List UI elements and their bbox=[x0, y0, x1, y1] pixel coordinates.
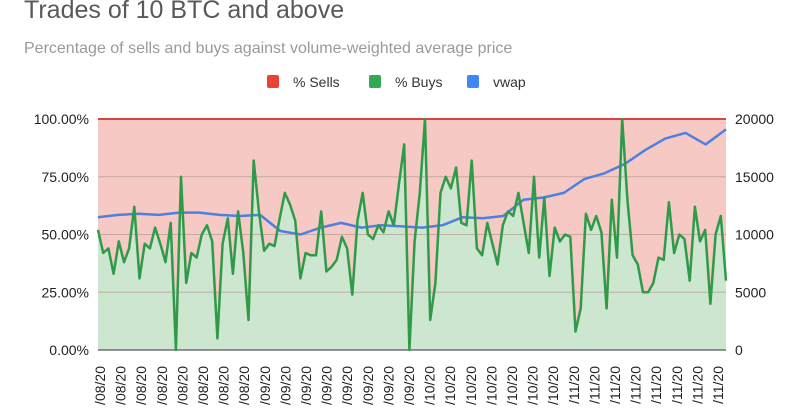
x-tick-label: /11/20 bbox=[689, 366, 705, 404]
x-tick-label: /08/20 bbox=[133, 366, 149, 405]
x-tick-label: /11/20 bbox=[628, 366, 644, 404]
x-tick-label: /09/20 bbox=[257, 366, 273, 405]
x-tick-label: /11/20 bbox=[669, 366, 685, 404]
x-tick-label: /10/20 bbox=[483, 366, 499, 405]
y-left-tick-label: 25.00% bbox=[42, 284, 89, 300]
x-tick-label: /08/20 bbox=[113, 366, 129, 405]
y-left-tick-label: 75.00% bbox=[42, 169, 89, 185]
y-left-tick-label: 50.00% bbox=[42, 227, 89, 243]
x-tick-label: /09/20 bbox=[360, 366, 376, 405]
x-tick-label: /11/20 bbox=[586, 366, 602, 404]
legend-label: vwap bbox=[493, 74, 526, 90]
x-tick-label: /08/20 bbox=[92, 366, 108, 405]
y-right-tick-label: 5000 bbox=[735, 284, 766, 300]
legend-label: % Sells bbox=[293, 74, 340, 90]
legend-swatch bbox=[467, 75, 479, 88]
x-tick-label: /08/20 bbox=[154, 366, 170, 405]
legend-label: % Buys bbox=[395, 74, 442, 90]
y-right-tick-label: 0 bbox=[735, 342, 743, 358]
x-tick-label: /10/20 bbox=[463, 366, 479, 405]
x-tick-label: /10/20 bbox=[442, 366, 458, 405]
x-tick-label: /09/20 bbox=[319, 366, 335, 405]
x-tick-label: /09/20 bbox=[401, 366, 417, 405]
chart-title: Trades of 10 BTC and above bbox=[24, 0, 344, 24]
x-tick-label: /08/20 bbox=[174, 366, 190, 405]
x-tick-label: /10/20 bbox=[504, 366, 520, 405]
legend-swatch bbox=[267, 75, 279, 88]
y-right-tick-label: 10000 bbox=[735, 227, 774, 243]
y-left-tick-label: 100.00% bbox=[34, 111, 89, 127]
x-tick-label: /10/20 bbox=[422, 366, 438, 405]
x-tick-label: /09/20 bbox=[277, 366, 293, 405]
legend-swatch bbox=[369, 75, 381, 88]
y-right-tick-label: 20000 bbox=[735, 111, 774, 127]
x-tick-label: /09/20 bbox=[298, 366, 314, 405]
x-tick-label: /11/20 bbox=[710, 366, 726, 404]
x-tick-label: /08/20 bbox=[236, 366, 252, 405]
x-tick-label: /10/20 bbox=[525, 366, 541, 405]
x-tick-label: /11/20 bbox=[648, 366, 664, 404]
x-tick-label: /10/20 bbox=[545, 366, 561, 405]
x-tick-label: /09/20 bbox=[339, 366, 355, 405]
y-right-tick-label: 15000 bbox=[735, 169, 774, 185]
buys-line bbox=[96, 117, 728, 352]
x-tick-label: /09/20 bbox=[380, 366, 396, 405]
x-tick-label: /08/20 bbox=[216, 366, 232, 405]
x-tick-label: /11/20 bbox=[607, 366, 623, 404]
x-tick-label: /11/20 bbox=[566, 366, 582, 404]
y-left-tick-label: 0.00% bbox=[49, 342, 89, 358]
x-tick-label: /08/20 bbox=[195, 366, 211, 405]
chart-subtitle: Percentage of sells and buys against vol… bbox=[24, 40, 512, 57]
